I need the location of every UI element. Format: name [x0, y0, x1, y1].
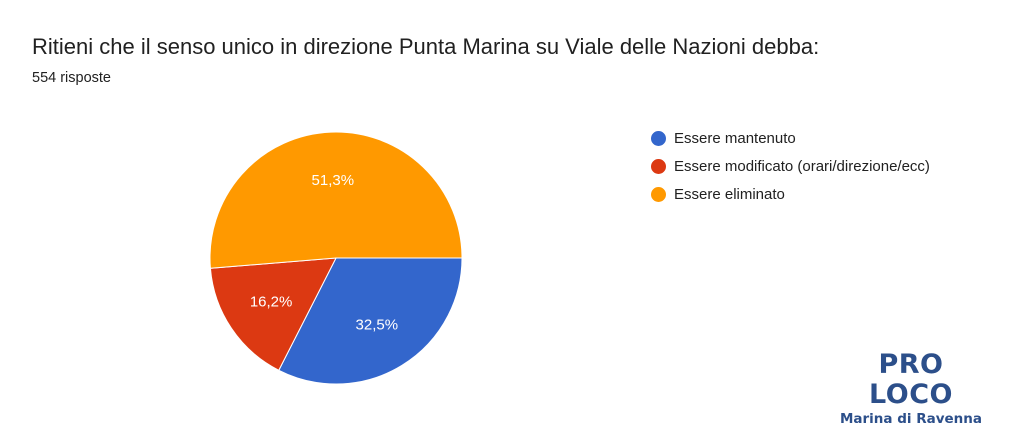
- legend-item[interactable]: Essere eliminato: [651, 184, 930, 204]
- legend-item[interactable]: Essere modificato (orari/direzione/ecc): [651, 156, 930, 176]
- legend-label: Essere eliminato: [674, 185, 785, 203]
- legend-item[interactable]: Essere mantenuto: [651, 128, 930, 148]
- legend-label: Essere mantenuto: [674, 129, 796, 147]
- response-count: 554 risposte: [32, 70, 111, 86]
- slice-label: 51,3%: [312, 172, 355, 189]
- legend-swatch: [651, 130, 666, 146]
- legend-swatch: [651, 186, 666, 202]
- slice-essere-mantenuto[interactable]: [278, 257, 463, 385]
- chart-legend: Essere mantenuto Essere modificato (orari…: [651, 128, 930, 212]
- pro-loco-logo: PRO LOCO Marina di Ravenna: [836, 350, 986, 428]
- logo-main-text: PRO LOCO: [869, 349, 953, 410]
- slice-essere-eliminato[interactable]: [209, 131, 463, 269]
- slice-label: 16,2%: [250, 294, 293, 311]
- chart-title: Ritieni che il senso unico in direzione …: [32, 34, 820, 59]
- legend-label: Essere modificato (orari/direzione/ecc): [674, 157, 930, 175]
- logo-sub-text: Marina di Ravenna: [839, 411, 983, 427]
- legend-swatch: [651, 158, 666, 174]
- slice-label: 32,5%: [356, 317, 399, 334]
- slice-essere-modificato[interactable]: [209, 257, 337, 371]
